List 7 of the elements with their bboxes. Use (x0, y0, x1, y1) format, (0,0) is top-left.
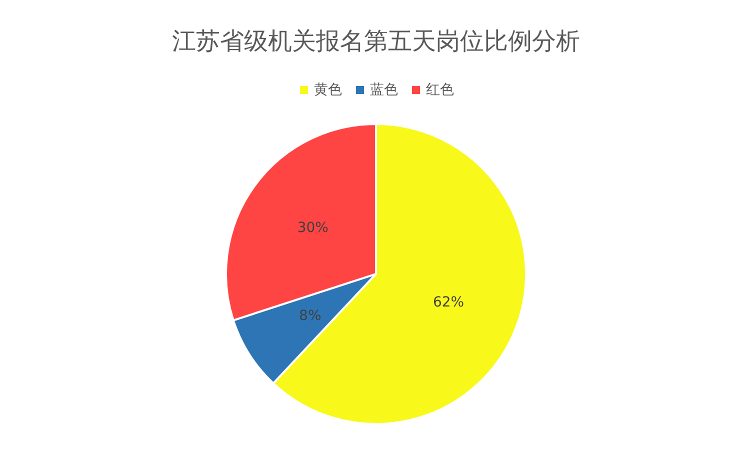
legend-label: 红色 (426, 82, 454, 98)
legend-label: 蓝色 (370, 82, 398, 98)
data-label: 62% (432, 294, 464, 311)
data-label: 30% (297, 220, 328, 236)
legend-label: 黄色 (314, 82, 342, 98)
data-label: 8% (299, 308, 322, 324)
chart-title: 江苏省级机关报名第五天岗位比例分析 (172, 27, 580, 55)
